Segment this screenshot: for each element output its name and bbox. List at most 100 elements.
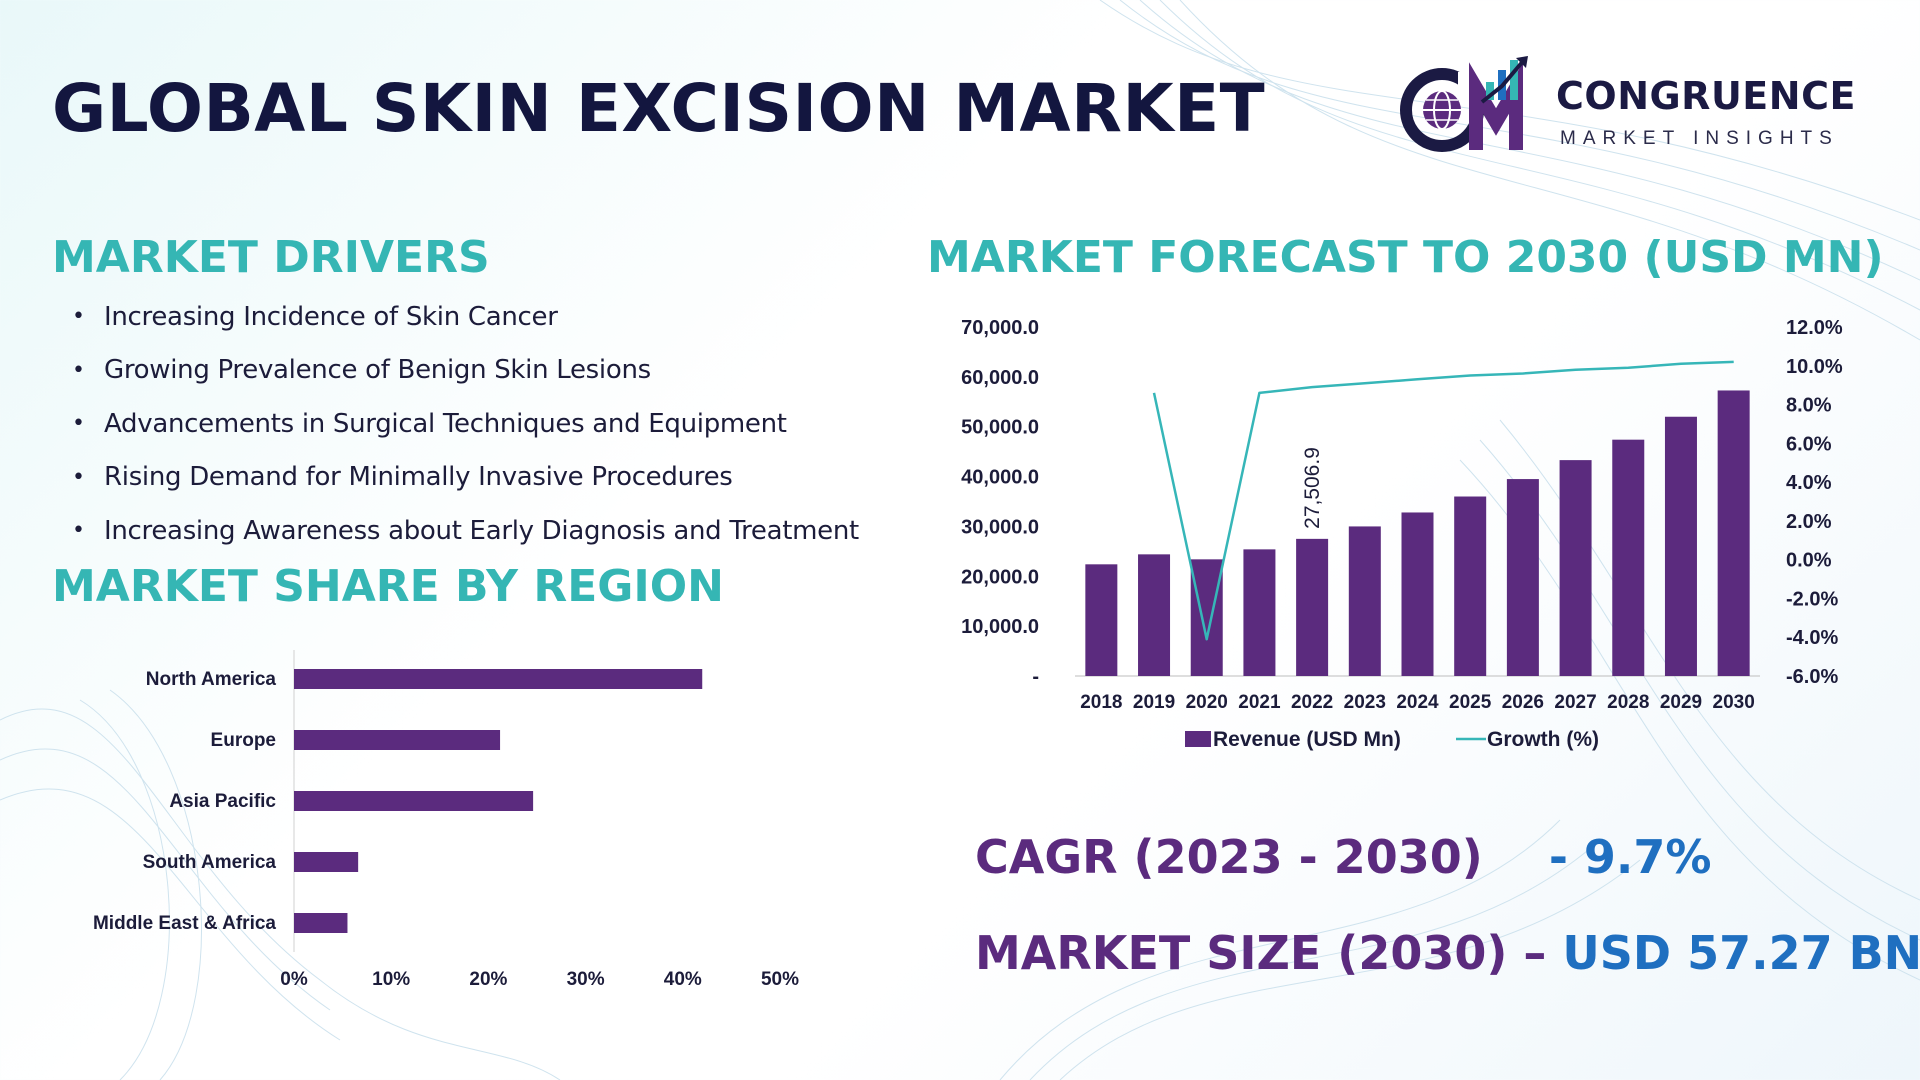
left-y-tick-label: -: [1032, 666, 1039, 688]
forecast-heading: MARKET FORECAST TO 2030 (USD MN): [927, 232, 1884, 283]
region-bar: [294, 669, 703, 689]
revenue-bar: [1348, 526, 1381, 676]
driver-text: Rising Demand for Minimally Invasive Pro…: [104, 462, 733, 493]
x-tick-label: 40%: [664, 969, 702, 990]
revenue-bar: [1296, 538, 1329, 676]
x-tick-label: 2019: [1133, 692, 1175, 713]
revenue-bar: [1506, 479, 1539, 676]
x-tick-label: 0%: [280, 969, 308, 990]
bullet-icon: •: [72, 464, 85, 490]
bar-data-label: 27,506.9: [1301, 447, 1324, 529]
market-size-stat: MARKET SIZE (2030) – USD 57.27 BN: [975, 926, 1920, 980]
revenue-bar: [1190, 559, 1223, 676]
x-tick-label: 2021: [1238, 692, 1281, 713]
revenue-bar: [1454, 496, 1487, 676]
market-size-value: USD 57.27 BN: [1562, 926, 1920, 980]
left-y-tick-label: 40,000.0: [961, 467, 1039, 489]
left-y-tick-label: 10,000.0: [961, 616, 1039, 638]
legend-growth-label: Growth (%): [1487, 728, 1599, 751]
x-tick-label: 2029: [1660, 692, 1702, 713]
left-y-tick-label: 50,000.0: [961, 417, 1039, 439]
right-y-tick-label: 12.0%: [1786, 317, 1843, 339]
right-y-tick-label: -2.0%: [1786, 588, 1838, 610]
cagr-value: 9.7%: [1583, 830, 1712, 884]
right-y-tick-label: 0.0%: [1786, 550, 1832, 572]
left-y-tick-label: 20,000.0: [961, 566, 1039, 588]
bullet-icon: •: [72, 518, 85, 544]
x-tick-label: 2026: [1502, 692, 1544, 713]
region-category-label: South America: [143, 852, 277, 873]
brand-name: CONGRUENCE: [1556, 74, 1856, 118]
legend-revenue-swatch: [1185, 731, 1211, 747]
revenue-bar: [1138, 554, 1171, 676]
x-tick-label: 2030: [1713, 692, 1755, 713]
growth-line: [1152, 360, 1734, 641]
driver-item: • Rising Demand for Minimally Invasive Pr…: [72, 451, 922, 505]
x-tick-label: 2022: [1291, 692, 1333, 713]
driver-item: • Advancements in Surgical Techniques and…: [72, 397, 922, 451]
x-tick-label: 20%: [469, 969, 507, 990]
region-share-chart: North America Europe Asia Pacific South Ame…: [93, 650, 799, 990]
x-tick-label: 2028: [1607, 692, 1649, 713]
bullet-icon: •: [72, 357, 85, 383]
revenue-bar: [1612, 439, 1645, 676]
left-y-tick-label: 30,000.0: [961, 516, 1039, 538]
region-bar: [294, 913, 348, 933]
driver-item: • Growing Prevalence of Benign Skin Lesio…: [72, 344, 922, 398]
revenue-bar: [1717, 390, 1750, 676]
right-y-tick-label: 8.0%: [1786, 395, 1832, 417]
revenue-bar: [1664, 416, 1697, 676]
region-category-label: Europe: [211, 730, 276, 751]
x-tick-label: 2023: [1344, 692, 1386, 713]
region-bar: [294, 730, 501, 750]
driver-text: Advancements in Surgical Techniques and …: [104, 408, 787, 439]
cagr-separator: -: [1548, 830, 1584, 884]
bullet-icon: •: [72, 411, 85, 437]
driver-item: • Increasing Awareness about Early Diagno…: [72, 504, 922, 558]
forecast-chart: - 10,000.0 20,000.0 30,000.0 40,000.0 50,000.…: [961, 317, 1843, 751]
driver-item: • Increasing Incidence of Skin Cancer: [72, 290, 922, 344]
x-tick-label: 2018: [1080, 692, 1122, 713]
right-y-tick-label: 4.0%: [1786, 472, 1832, 494]
cagr-stat: CAGR (2023 - 2030) - 9.7%: [975, 830, 1712, 884]
x-tick-label: 2024: [1396, 692, 1439, 713]
revenue-bar: [1401, 512, 1434, 676]
market-size-label: MARKET SIZE (2030): [975, 926, 1508, 980]
right-y-tick-label: 2.0%: [1786, 511, 1832, 533]
x-tick-label: 2025: [1449, 692, 1492, 713]
x-tick-label: 10%: [372, 969, 410, 990]
driver-text: Increasing Awareness about Early Diagnos…: [104, 515, 859, 546]
revenue-bar: [1243, 549, 1276, 676]
x-tick-label: 2020: [1186, 692, 1228, 713]
x-tick-label: 2027: [1554, 692, 1596, 713]
legend-revenue-label: Revenue (USD Mn): [1213, 728, 1401, 751]
market-size-separator: –: [1523, 926, 1563, 980]
region-bar: [294, 852, 359, 872]
left-y-tick-label: 60,000.0: [961, 367, 1039, 389]
region-category-label: North America: [146, 669, 277, 690]
cagr-label: CAGR (2023 - 2030): [975, 830, 1483, 884]
left-y-tick-label: 70,000.0: [961, 317, 1039, 339]
right-y-tick-label: 10.0%: [1786, 356, 1843, 378]
market-drivers-heading: MARKET DRIVERS: [52, 232, 490, 283]
right-y-tick-label: 6.0%: [1786, 433, 1832, 455]
market-share-heading: MARKET SHARE BY REGION: [52, 561, 724, 612]
page-title: GLOBAL SKIN EXCISION MARKET: [52, 70, 1266, 147]
x-tick-label: 30%: [567, 969, 605, 990]
x-tick-label: 50%: [761, 969, 799, 990]
driver-text: Increasing Incidence of Skin Cancer: [104, 301, 558, 332]
region-category-label: Asia Pacific: [169, 791, 276, 812]
region-category-label: Middle East & Africa: [93, 913, 276, 934]
market-drivers-list: • Increasing Incidence of Skin Cancer • Gr…: [72, 290, 922, 558]
bullet-icon: •: [72, 304, 85, 330]
cm-globe-bars-logo-icon: [1400, 56, 1528, 152]
revenue-bar: [1559, 460, 1592, 676]
region-bar: [294, 791, 534, 811]
brand-tagline: MARKET INSIGHTS: [1560, 128, 1839, 149]
right-y-tick-label: -6.0%: [1786, 666, 1838, 688]
revenue-bar: [1085, 564, 1118, 676]
driver-text: Growing Prevalence of Benign Skin Lesion…: [104, 355, 651, 386]
right-y-tick-label: -4.0%: [1786, 627, 1838, 649]
brand-logo: CONGRUENCE MARKET INSIGHTS: [1398, 52, 1888, 162]
